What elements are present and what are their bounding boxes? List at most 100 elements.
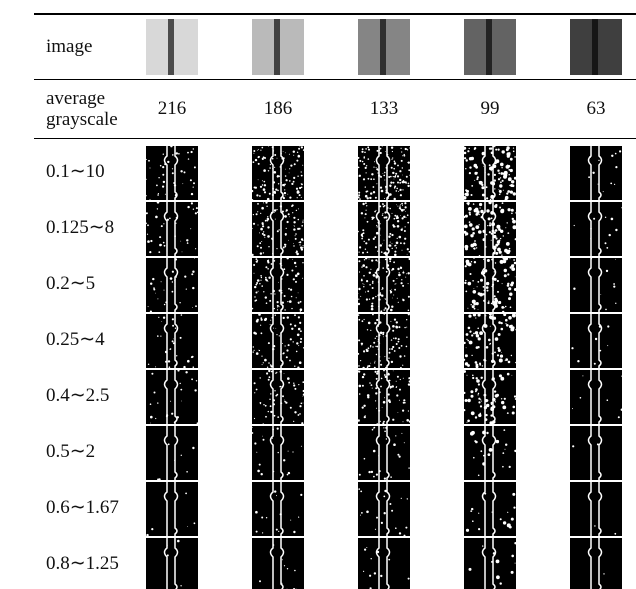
edge	[172, 291, 174, 293]
edge	[191, 202, 193, 204]
edge	[480, 279, 483, 282]
edge	[492, 284, 494, 286]
edge	[361, 512, 363, 514]
edge	[476, 377, 478, 379]
edge	[279, 386, 281, 388]
edge	[298, 303, 299, 304]
edge	[373, 476, 375, 478]
edge	[284, 309, 285, 310]
edge	[292, 451, 293, 452]
edge	[275, 315, 276, 316]
edge	[289, 216, 290, 217]
edge	[481, 186, 484, 189]
edge	[180, 389, 182, 391]
edge	[486, 209, 489, 212]
edge	[478, 337, 481, 340]
edge	[507, 232, 509, 234]
edge	[404, 402, 406, 404]
edge	[195, 212, 197, 214]
edge	[391, 234, 393, 236]
edge	[172, 172, 174, 174]
edge	[380, 332, 383, 335]
edge	[176, 355, 177, 356]
edge	[161, 225, 163, 227]
edge	[267, 268, 269, 270]
edge	[281, 395, 282, 396]
edge	[387, 268, 389, 270]
edge	[494, 352, 496, 354]
edge	[193, 182, 195, 184]
edge	[375, 400, 376, 401]
edge	[475, 317, 476, 318]
edge	[487, 173, 489, 175]
edge-map	[252, 314, 304, 368]
edge	[390, 182, 392, 184]
edge	[394, 161, 396, 163]
edge	[274, 308, 275, 309]
edge	[513, 507, 515, 509]
edge	[360, 515, 361, 516]
edge	[392, 419, 394, 421]
edge	[469, 172, 471, 174]
edge	[465, 168, 466, 169]
edge	[383, 204, 384, 205]
edge	[465, 399, 468, 402]
edge	[470, 244, 474, 248]
edge	[263, 231, 264, 232]
edge	[498, 149, 500, 151]
edge	[366, 210, 367, 211]
edge	[172, 325, 174, 327]
edge	[499, 194, 501, 196]
edge	[289, 180, 291, 182]
edge	[157, 298, 158, 299]
edge	[479, 415, 480, 416]
edge	[570, 482, 622, 536]
edge	[293, 177, 295, 179]
edge	[471, 194, 473, 196]
edge	[589, 156, 591, 158]
edge	[257, 203, 259, 205]
edge	[508, 361, 511, 364]
edge	[175, 328, 176, 329]
edge	[254, 187, 255, 188]
edge	[475, 361, 478, 364]
edge	[491, 407, 493, 409]
edge	[284, 565, 285, 566]
edge	[290, 520, 291, 521]
edge	[377, 261, 378, 262]
edge	[376, 167, 377, 168]
edge	[472, 520, 474, 522]
edge	[279, 306, 280, 307]
edge	[404, 442, 405, 443]
edge	[358, 299, 359, 300]
edge	[175, 194, 177, 196]
edge	[472, 227, 475, 230]
edge	[299, 228, 301, 230]
edge	[300, 309, 302, 311]
edge	[489, 316, 492, 319]
edge	[392, 325, 395, 328]
edge	[282, 302, 284, 304]
edge	[391, 306, 393, 308]
edge	[296, 210, 297, 211]
edge	[405, 226, 406, 227]
edge	[163, 154, 164, 155]
edge	[582, 375, 583, 376]
edge	[505, 319, 508, 322]
edge	[264, 191, 266, 193]
edge	[302, 221, 303, 222]
edge	[273, 150, 274, 151]
edge	[402, 228, 403, 229]
edge	[389, 503, 391, 505]
edge	[377, 226, 378, 227]
edge	[469, 331, 471, 333]
edge	[289, 173, 290, 174]
edge	[174, 422, 175, 423]
edge	[394, 251, 396, 253]
edge	[384, 356, 385, 357]
edge	[407, 185, 409, 187]
edge	[261, 473, 263, 475]
edge	[403, 399, 405, 401]
edge	[184, 276, 186, 278]
edge	[380, 152, 382, 154]
